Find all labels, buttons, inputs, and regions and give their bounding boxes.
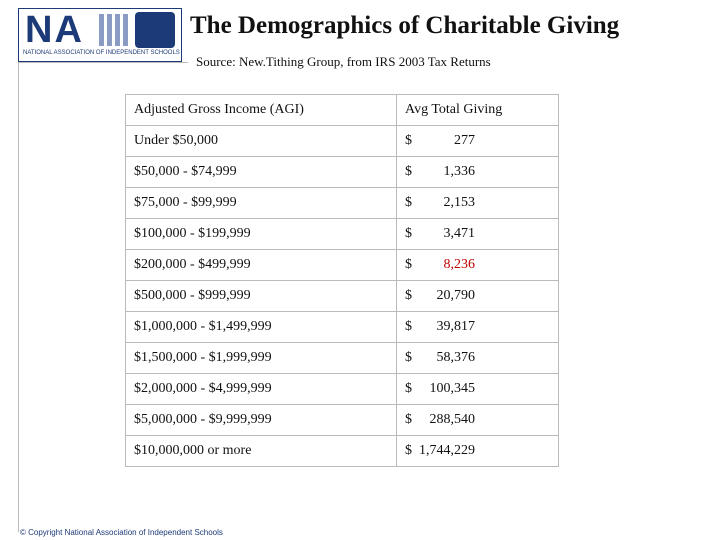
currency: $ [405,195,412,210]
income-cell: $200,000 - $499,999 [125,249,397,281]
amount: $1,744,229 [405,443,475,459]
logo-bars [99,14,129,46]
logo-tagline: NATIONAL ASSOCIATION OF INDEPENDENT SCHO… [23,50,180,56]
amount-value: 58,376 [436,350,476,365]
giving-cell: $1,336 [396,156,559,188]
income-cell: $100,000 - $199,999 [125,218,397,250]
amount: $3,471 [405,226,475,242]
giving-cell: $277 [396,125,559,157]
amount-value: 288,540 [429,412,476,427]
table-row: $10,000,000 or more $1,744,229 [125,435,559,467]
amount: $1,336 [405,164,475,180]
table-row: $75,000 - $99,999 $2,153 [125,187,559,219]
table-row: $500,000 - $999,999 $20,790 [125,280,559,312]
income-cell: Under $50,000 [125,125,397,157]
currency: $ [405,319,412,334]
currency: $ [405,381,412,396]
income-cell: $1,000,000 - $1,499,999 [125,311,397,343]
table-row: $50,000 - $74,999 $1,336 [125,156,559,188]
amount-value: 39,817 [436,319,476,334]
amount-value: 20,790 [436,288,476,303]
amount: $39,817 [405,319,475,335]
amount: $2,153 [405,195,475,211]
giving-cell: $288,540 [396,404,559,436]
currency: $ [405,133,412,148]
amount: $100,345 [405,381,475,397]
frame-line [18,62,188,63]
column-header: Avg Total Giving [396,94,559,126]
giving-cell: $1,744,229 [396,435,559,467]
amount-value: 1,336 [443,164,476,179]
amount-value: 277 [454,133,475,148]
column-header: Adjusted Gross Income (AGI) [125,94,397,126]
giving-cell: $58,376 [396,342,559,374]
giving-cell: $8,236 [396,249,559,281]
amount-value: 1,744,229 [419,443,475,458]
amount-value: 100,345 [429,381,476,396]
table-row: $1,500,000 - $1,999,999 $58,376 [125,342,559,374]
amount-value: 8,236 [443,257,476,272]
income-cell: $50,000 - $74,999 [125,156,397,188]
income-cell: $500,000 - $999,999 [125,280,397,312]
frame-line [18,62,19,532]
amount: $20,790 [405,288,475,304]
amount: $288,540 [405,412,475,428]
table-row: $100,000 - $199,999 $3,471 [125,218,559,250]
currency: $ [405,257,412,272]
table-row: Under $50,000 $277 [125,125,559,157]
logo-letters: NA [25,9,84,51]
giving-cell: $100,345 [396,373,559,405]
amount: $8,236 [405,257,475,273]
income-cell: $5,000,000 - $9,999,999 [125,404,397,436]
amount-value: 2,153 [443,195,476,210]
amount-value: 3,471 [443,226,476,241]
amount: $277 [405,133,475,149]
giving-cell: $20,790 [396,280,559,312]
currency: $ [405,412,412,427]
income-cell: $10,000,000 or more [125,435,397,467]
table-row: $1,000,000 - $1,499,999 $39,817 [125,311,559,343]
table-row: $5,000,000 - $9,999,999 $288,540 [125,404,559,436]
logo: NA NATIONAL ASSOCIATION OF INDEPENDENT S… [18,8,182,62]
currency: $ [405,443,412,458]
income-cell: $75,000 - $99,999 [125,187,397,219]
header-row: Adjusted Gross Income (AGI) Avg Total Giv… [125,94,559,126]
table-row: $2,000,000 - $4,999,999 $100,345 [125,373,559,405]
giving-cell: $39,817 [396,311,559,343]
copyright: © Copyright National Association of Inde… [20,528,223,537]
income-cell: $2,000,000 - $4,999,999 [125,373,397,405]
subtitle: Source: New.Tithing Group, from IRS 2003… [196,54,491,69]
title: The Demographics of Charitable Giving [190,12,620,39]
currency: $ [405,164,412,179]
table-row: $200,000 - $499,999 $8,236 [125,249,559,281]
giving-cell: $2,153 [396,187,559,219]
income-cell: $1,500,000 - $1,999,999 [125,342,397,374]
currency: $ [405,288,412,303]
giving-table: Adjusted Gross Income (AGI) Avg Total Giv… [125,94,559,467]
currency: $ [405,350,412,365]
logo-emblem [135,12,175,48]
amount: $58,376 [405,350,475,366]
giving-cell: $3,471 [396,218,559,250]
currency: $ [405,226,412,241]
